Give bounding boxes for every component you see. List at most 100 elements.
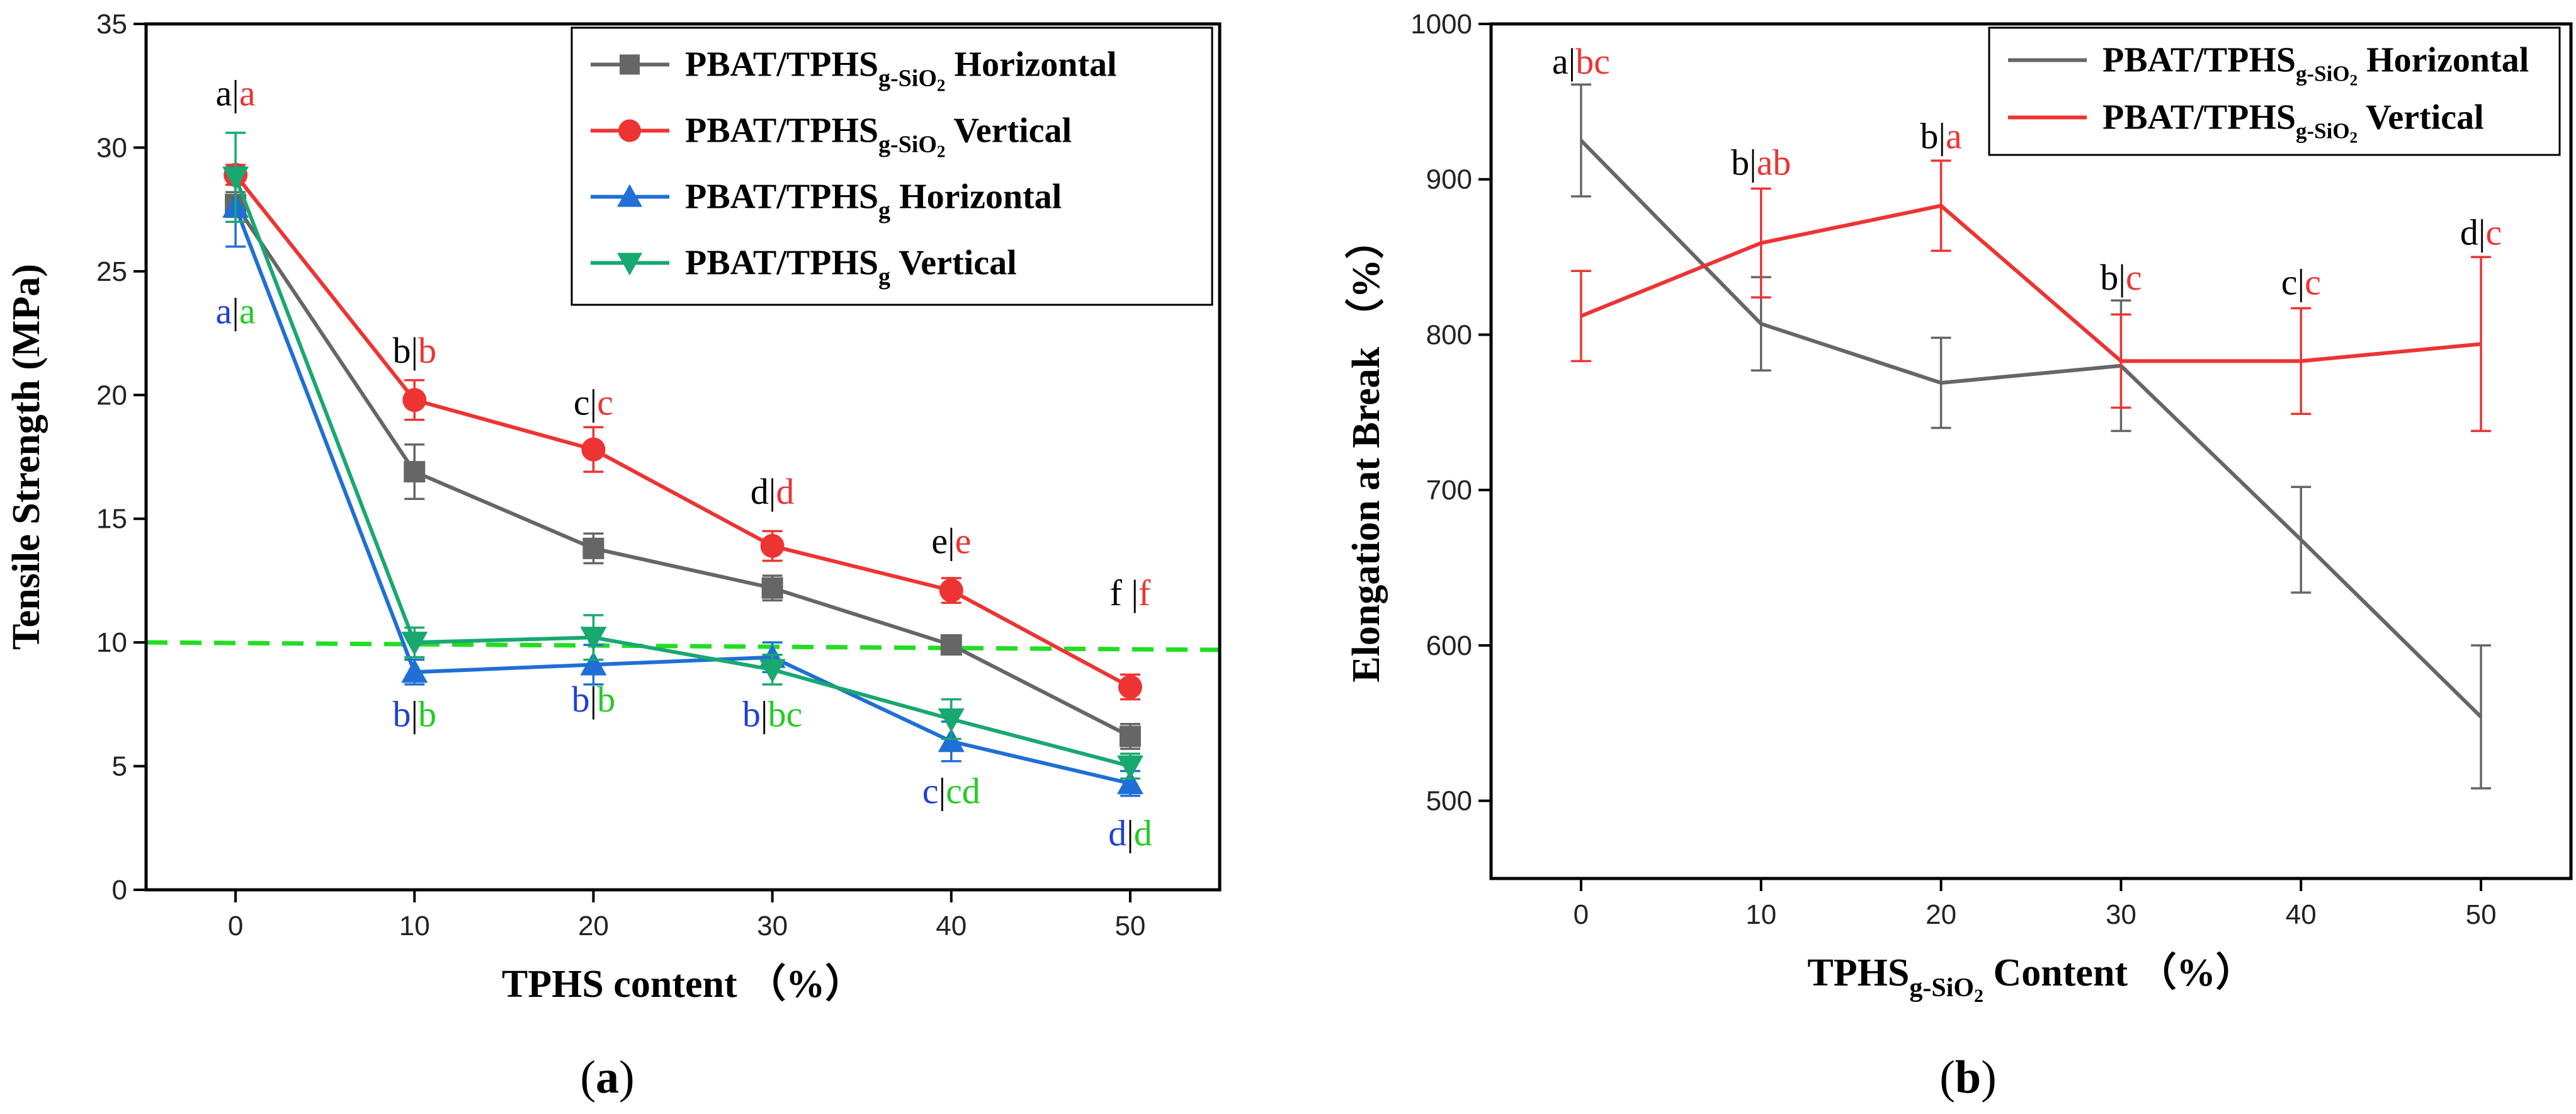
y-tick-label: 900 [1426, 164, 1472, 195]
series-3 [222, 132, 1143, 780]
significance-part: | [1126, 812, 1134, 853]
significance-label: b|b [572, 679, 616, 720]
significance-part: b [572, 679, 590, 720]
data-point [222, 166, 249, 191]
data-point [759, 659, 786, 683]
significance-part: | [232, 290, 239, 331]
y-tick-label: 600 [1426, 630, 1472, 661]
x-tick-label: 0 [228, 911, 243, 941]
panel-caption: (b) [1939, 1052, 1996, 1103]
text-subsubscript: 2 [1974, 986, 1983, 1006]
data-point [581, 437, 606, 462]
significance-part: | [590, 382, 598, 423]
legend-item: PBAT/TPHSg-SiO2 Horizontal [591, 45, 1117, 95]
significance-part: a [1946, 115, 1962, 156]
text-suffix: Horizontal [2358, 41, 2529, 80]
text-base: PBAT/TPHS [2102, 98, 2296, 137]
y-tick-label: 800 [1426, 319, 1472, 350]
x-tick-label: 10 [1745, 899, 1776, 930]
text-subsubscript: 2 [2350, 130, 2358, 147]
data-point [1116, 755, 1143, 780]
x-tick-label: 50 [1115, 911, 1145, 941]
significance-label: a|bc [1552, 41, 1610, 82]
text-base: PBAT/TPHS [2102, 41, 2296, 80]
y-tick-label: 25 [96, 256, 127, 287]
y-tick-label: 15 [96, 504, 127, 535]
significance-part: c [2126, 257, 2142, 298]
significance-part: b [392, 694, 411, 735]
significance-part: bc [1575, 41, 1610, 82]
significance-part: | [232, 73, 239, 114]
text-subscript: g-SiO [878, 65, 937, 92]
text-suffix: Horizontal [945, 45, 1116, 84]
significance-label: e|e [931, 521, 971, 562]
text-subscript: g-SiO [2296, 119, 2350, 144]
legend-label: PBAT/TPHSg-SiO2 Vertical [2102, 98, 2484, 147]
legend-label: PBAT/TPHSg-SiO2 Horizontal [2102, 41, 2529, 89]
significance-part: d [1108, 812, 1126, 853]
text-suffix: Content （%） [1983, 950, 2255, 994]
data-point [1118, 674, 1142, 699]
significance-part: | [1749, 142, 1757, 183]
text-base: PBAT/TPHS [685, 178, 878, 217]
x-tick-label: 0 [1574, 899, 1589, 930]
significance-part: c [2305, 261, 2321, 302]
y-tick-label: 0 [112, 875, 127, 906]
caption-paren-open: ( [1939, 1052, 1955, 1103]
legend-item: PBAT/TPHSg-SiO2 Vertical [591, 111, 1072, 161]
significance-part: a [239, 73, 256, 114]
significance-part: ab [1757, 142, 1791, 183]
plot-frame [144, 22, 1222, 892]
text-suffix: Horizontal [890, 178, 1062, 217]
significance-part: | [2478, 212, 2486, 253]
text-suffix: Vertical [890, 244, 1017, 283]
panel-b: 0 10 20 30 40 505006007008009001000TPHSg-SiO2… [1344, 9, 2573, 1103]
significance-part: cd [946, 771, 980, 812]
significance-part: | [1131, 572, 1138, 613]
y-tick-label: 1000 [1410, 9, 1472, 40]
data-point [580, 627, 607, 651]
significance-part: b [1920, 115, 1938, 156]
series-line [234, 173, 1132, 689]
y-tick-label: 35 [96, 9, 127, 40]
y-tick-label: 10 [96, 627, 127, 658]
series-line [234, 206, 1131, 785]
significance-part: c [922, 771, 939, 812]
data-point [580, 651, 607, 676]
text-subscript: g-SiO [1909, 974, 1974, 1003]
significance-label: b|ab [1731, 142, 1791, 183]
legend-item: PBAT/TPHSg-SiO2 Horizontal [2008, 41, 2529, 89]
x-tick-label: 40 [2286, 899, 2317, 930]
x-tick-label: 50 [2466, 899, 2497, 930]
significance-part: | [1938, 115, 1946, 156]
significance-part: d [751, 471, 769, 512]
x-tick-label: 40 [936, 911, 967, 941]
y-tick-label: 30 [96, 132, 127, 163]
data-point [939, 578, 963, 603]
significance-label: d|d [1108, 812, 1152, 853]
significance-part: c [2486, 212, 2502, 253]
caption-paren-close: ) [619, 1052, 635, 1103]
text-suffix: Vertical [945, 111, 1072, 151]
data-point [760, 533, 785, 558]
significance-part: b [418, 694, 436, 735]
significance-part: c [597, 382, 613, 423]
significance-part: b [2100, 257, 2118, 298]
text-subscript: g-SiO [2296, 62, 2350, 86]
x-tick-label: 20 [1926, 899, 1956, 930]
significance-label: c|c [2281, 261, 2321, 302]
y-tick-label: 20 [96, 380, 127, 411]
significance-part: d [2460, 212, 2478, 253]
significance-label: b|c [2100, 257, 2142, 298]
significance-part: a [216, 73, 232, 114]
significance-label: a|a [216, 73, 256, 114]
significance-part: c [574, 382, 590, 423]
series-line [1579, 139, 2483, 719]
text-subscript: g [878, 264, 890, 290]
significance-part: d [776, 471, 794, 512]
legend: PBAT/TPHSg-SiO2 HorizontalPBAT/TPHSg-SiO… [570, 26, 1213, 306]
reference-line [145, 640, 1220, 652]
legend-item: PBAT/TPHSg Vertical [591, 244, 1017, 290]
legend: PBAT/TPHSg-SiO2 HorizontalPBAT/TPHSg-SiO… [1988, 26, 2561, 156]
